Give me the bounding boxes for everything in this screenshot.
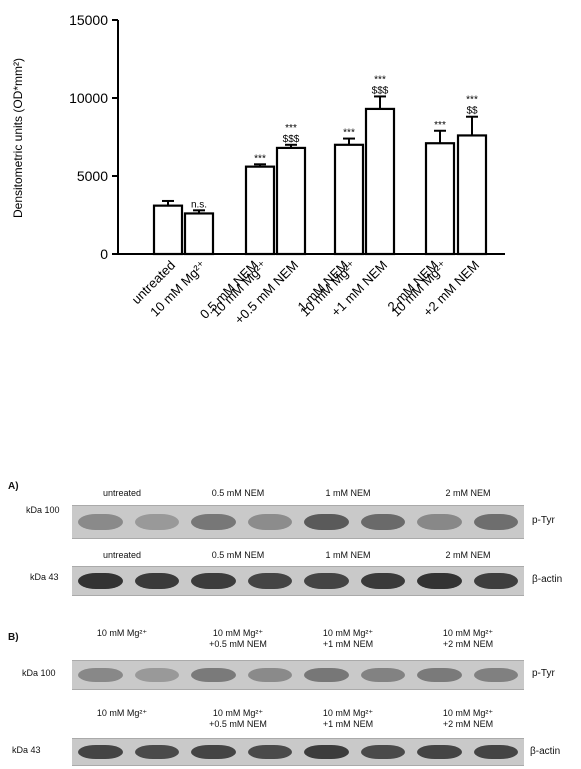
y-tick-label: 5000 xyxy=(77,168,108,184)
panel-b-actin-blot xyxy=(72,738,524,766)
bar xyxy=(364,107,396,256)
blot-band xyxy=(473,745,518,759)
blot-band xyxy=(78,745,123,759)
y-axis-label: Densitometric units (OD*mm²) xyxy=(11,58,25,218)
bar xyxy=(152,204,184,256)
blot-band xyxy=(473,514,518,530)
lane-label: 0.5 mM NEM xyxy=(211,488,265,498)
blot-band xyxy=(360,573,405,589)
lane-label: 10 mM Mg²⁺ +0.5 mM NEM xyxy=(209,708,267,729)
panel-b-ptyr-blot xyxy=(72,660,524,690)
panel-b-actin-kda: kDa 43 xyxy=(12,745,41,755)
lane-label: 1 mM NEM xyxy=(325,550,371,560)
lane-label: 1 mM NEM xyxy=(325,488,371,498)
blot-band xyxy=(191,514,236,530)
blot-band xyxy=(78,573,123,589)
lane-label: 10 mM Mg²⁺ +0.5 mM NEM xyxy=(209,628,267,649)
lane-label: 2 mM NEM xyxy=(445,488,491,498)
blot-band xyxy=(304,573,349,589)
panel-b-ptyr-kda: kDa 100 xyxy=(22,668,56,678)
blot-band xyxy=(417,745,462,759)
bar xyxy=(275,146,307,256)
blot-band xyxy=(360,745,405,759)
significance-label: *** xyxy=(254,153,266,164)
panel-a-actin-blot xyxy=(72,566,524,596)
significance-label: $$ xyxy=(466,106,478,117)
blot-band xyxy=(247,745,292,759)
panel-b-actin-tag: β-actin xyxy=(530,746,561,757)
blot-band xyxy=(360,514,405,530)
panel-a-actin-kda: kDa 43 xyxy=(30,572,59,582)
lane-label: 10 mM Mg²⁺ +2 mM NEM xyxy=(442,628,494,649)
lane-label: 2 mM NEM xyxy=(445,550,491,560)
significance-label: *** xyxy=(434,120,446,131)
bar xyxy=(456,134,488,256)
blot-band xyxy=(304,514,349,530)
lane-label: 10 mM Mg²⁺ +1 mM NEM xyxy=(322,628,374,649)
lane-label: untreated xyxy=(102,550,142,560)
panel-a-label: A) xyxy=(8,481,19,492)
blot-band xyxy=(304,668,349,682)
blot-band xyxy=(191,573,236,589)
panel-a-actin-tag: β-actin xyxy=(532,574,563,585)
blot-band xyxy=(134,514,179,530)
significance-label: *** xyxy=(374,74,386,85)
y-tick-label: 0 xyxy=(100,246,108,262)
blot-band xyxy=(134,668,179,682)
significance-label: *** xyxy=(466,95,478,106)
blot-band xyxy=(134,745,179,759)
blot-band xyxy=(417,514,462,530)
lane-label: 10 mM Mg²⁺ +2 mM NEM xyxy=(442,708,494,729)
lane-label: 10 mM Mg²⁺ xyxy=(96,708,148,718)
lane-label: 10 mM Mg²⁺ xyxy=(96,628,148,638)
significance-label: n.s. xyxy=(191,199,207,210)
bar xyxy=(183,212,215,256)
significance-label: *** xyxy=(285,123,297,134)
blot-band xyxy=(78,668,123,682)
blot-band xyxy=(417,668,462,682)
blot-band xyxy=(247,668,292,682)
blot-band xyxy=(78,514,123,530)
blot-band xyxy=(134,573,179,589)
blot-band xyxy=(247,514,292,530)
panel-a-ptyr-blot xyxy=(72,505,524,539)
blot-band xyxy=(360,668,405,682)
panel-a-ptyr-kda: kDa 100 xyxy=(26,505,60,515)
panel-b-ptyr-tag: p-Tyr xyxy=(532,668,555,679)
bar xyxy=(424,142,456,256)
lane-label: 10 mM Mg²⁺ +1 mM NEM xyxy=(322,708,374,729)
blot-band xyxy=(417,573,462,589)
blot-band xyxy=(304,745,349,759)
blot-band xyxy=(473,668,518,682)
panel-b-label: B) xyxy=(8,632,19,643)
significance-label: $$$ xyxy=(283,134,300,145)
significance-label: $$$ xyxy=(372,85,389,96)
lane-label: 0.5 mM NEM xyxy=(211,550,265,560)
bar-chart: 0 5000 10000 15000 Densitometric units (OD*m… xyxy=(11,12,505,327)
bar xyxy=(333,143,365,256)
blot-band xyxy=(191,668,236,682)
bar xyxy=(244,165,276,256)
blot-band xyxy=(247,573,292,589)
panel-a-ptyr-tag: p-Tyr xyxy=(532,515,555,526)
y-tick-label: 15000 xyxy=(69,12,108,28)
blot-band xyxy=(191,745,236,759)
y-tick-label: 10000 xyxy=(69,90,108,106)
blot-band xyxy=(473,573,518,589)
significance-label: *** xyxy=(343,128,355,139)
lane-label: untreated xyxy=(102,488,142,498)
